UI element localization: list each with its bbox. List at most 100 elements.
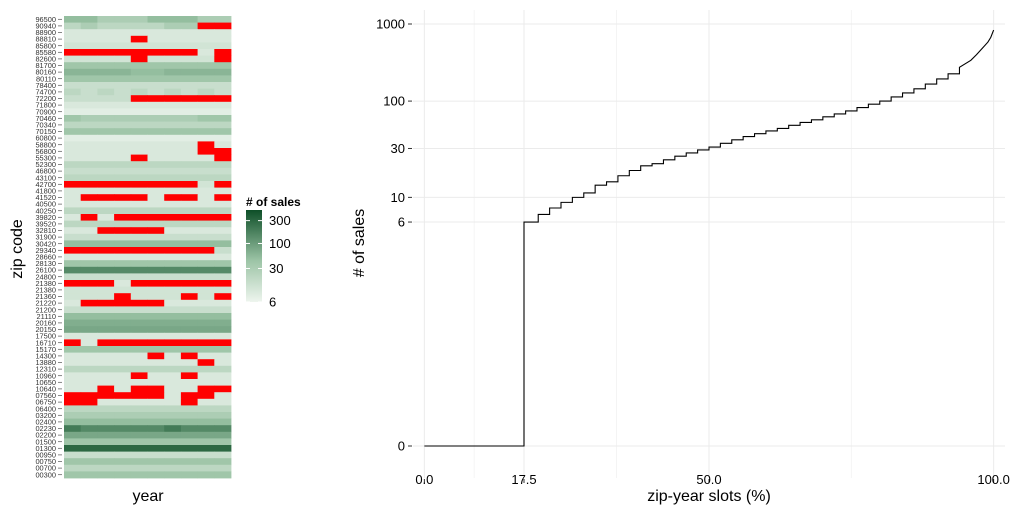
heatmap-cell bbox=[97, 412, 115, 419]
heatmap-cell bbox=[180, 405, 198, 413]
heatmap-cell bbox=[64, 425, 82, 433]
heatmap-cell bbox=[214, 464, 232, 472]
heatmap-cell bbox=[180, 42, 198, 50]
heatmap-cell bbox=[197, 247, 215, 254]
heatmap-cell bbox=[80, 233, 98, 241]
heatmap-cell bbox=[97, 339, 115, 347]
heatmap-cell bbox=[180, 187, 198, 195]
heatmap-y-tick-label: 21200 bbox=[35, 305, 56, 314]
heatmap-cell bbox=[214, 207, 232, 215]
heatmap-cell bbox=[130, 174, 148, 182]
heatmap-cell bbox=[164, 260, 182, 268]
legend-title: # of sales bbox=[246, 195, 301, 209]
heatmap-cell bbox=[147, 365, 165, 373]
heatmap-cell bbox=[214, 167, 232, 175]
heatmap-cell bbox=[130, 379, 148, 386]
heatmap-cell bbox=[197, 319, 215, 327]
heatmap-cell bbox=[164, 16, 182, 23]
heatmap-cell bbox=[164, 346, 182, 353]
heatmap-cell bbox=[97, 365, 115, 373]
heatmap-cell bbox=[80, 253, 98, 261]
heatmap-cell bbox=[80, 101, 98, 109]
heatmap-cell bbox=[214, 458, 232, 466]
heatmap-cell bbox=[64, 141, 82, 149]
heatmap-cell bbox=[164, 306, 182, 314]
heatmap-cell bbox=[147, 16, 165, 23]
heatmap-cell bbox=[97, 398, 115, 406]
heatmap-cell bbox=[164, 167, 182, 175]
heatmap-cell bbox=[164, 451, 182, 459]
heatmap-cell bbox=[214, 359, 232, 367]
heatmap-cell bbox=[97, 95, 115, 103]
heatmap-cell bbox=[164, 154, 182, 162]
heatmap-cell bbox=[147, 385, 165, 393]
heatmap-cell bbox=[130, 95, 148, 103]
heatmap-cell bbox=[130, 438, 148, 446]
heatmap-cell bbox=[147, 121, 165, 129]
heatmap-cell bbox=[214, 128, 232, 136]
heatmap-cell bbox=[164, 49, 182, 56]
heatmap-cell bbox=[64, 326, 82, 334]
heatmap-cell bbox=[64, 253, 82, 261]
heatmap-cell bbox=[80, 49, 98, 56]
heatmap-cell bbox=[130, 134, 148, 142]
heatmap-cell bbox=[97, 293, 115, 301]
heatmap-cell bbox=[214, 35, 232, 43]
heatmap-cell bbox=[147, 22, 165, 30]
heatmap-y-tick-label: 12310 bbox=[35, 365, 56, 374]
heatmap-cell bbox=[97, 418, 115, 426]
heatmap-y-tick-label: 80110 bbox=[36, 74, 56, 83]
legend: # of sales 300 100 30 6 bbox=[246, 195, 301, 310]
heatmap-cell bbox=[214, 134, 232, 142]
heatmap-cell bbox=[214, 326, 232, 334]
heatmap-cell bbox=[64, 220, 82, 228]
heatmap-cell bbox=[147, 200, 165, 208]
heatmap-cell bbox=[164, 273, 182, 281]
heatmap-cell bbox=[64, 181, 82, 188]
heatmap-cell bbox=[80, 332, 98, 340]
heatmap-cell bbox=[164, 68, 182, 76]
heatmap-y-tick-label: 17500 bbox=[35, 332, 56, 341]
heatmap-cell bbox=[214, 233, 232, 241]
x-tick-label: 50.0 bbox=[696, 472, 721, 487]
heatmap-cell bbox=[114, 247, 132, 254]
heatmap-cell bbox=[64, 332, 82, 340]
heatmap-cell bbox=[197, 167, 215, 175]
heatmap-cell bbox=[180, 214, 198, 221]
heatmap-cell bbox=[80, 16, 98, 23]
heatmap-y-tick-label: 81700 bbox=[35, 61, 56, 70]
heatmap-cell bbox=[214, 55, 232, 63]
heatmap-x-axis-label: year bbox=[132, 488, 164, 505]
heatmap-cell bbox=[64, 161, 82, 169]
heatmap-cell bbox=[180, 392, 198, 400]
heatmap-cell bbox=[164, 431, 182, 439]
heatmap-cell bbox=[80, 293, 98, 301]
heatmap-cell bbox=[114, 227, 132, 235]
heatmap-cell bbox=[80, 154, 98, 162]
heatmap-cell bbox=[180, 207, 198, 215]
heatmap-cell bbox=[180, 266, 198, 274]
heatmap-cell bbox=[64, 154, 82, 162]
heatmap-cell bbox=[180, 55, 198, 63]
heatmap-cell bbox=[114, 471, 132, 479]
heatmap-cell bbox=[147, 280, 165, 287]
heatmap-cell bbox=[64, 22, 82, 30]
heatmap-cell bbox=[197, 471, 215, 479]
y-tick-label: 1000 bbox=[376, 17, 405, 32]
heatmap-cell bbox=[64, 260, 82, 268]
heatmap-cell bbox=[197, 313, 215, 320]
legend-ticks: 300 100 30 6 bbox=[246, 213, 291, 310]
heatmap-cell bbox=[214, 431, 232, 439]
heatmap-cell bbox=[114, 458, 132, 466]
heatmap-y-tick-label: 88810 bbox=[35, 35, 56, 44]
heatmap-cell bbox=[214, 161, 232, 169]
line-x-ticks: 0.0 17.5 50.0 100.0 bbox=[415, 472, 1010, 487]
heatmap-cell bbox=[114, 240, 132, 248]
heatmap-cell bbox=[197, 181, 215, 188]
heatmap-cell bbox=[97, 392, 115, 400]
heatmap-cell bbox=[97, 379, 115, 386]
heatmap-cell bbox=[197, 286, 215, 294]
heatmap-cell bbox=[214, 181, 232, 188]
heatmap-cell bbox=[130, 247, 148, 254]
heatmap-cell bbox=[97, 200, 115, 208]
